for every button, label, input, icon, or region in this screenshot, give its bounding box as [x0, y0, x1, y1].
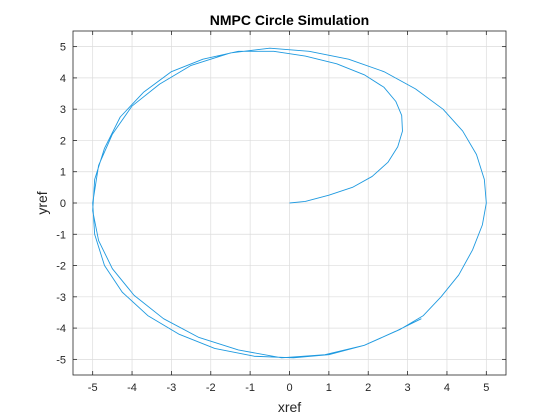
series-group: [92, 47, 487, 359]
x-tick-label: 4: [444, 382, 450, 394]
series-line: [92, 47, 487, 359]
x-tick-label: -5: [88, 382, 98, 394]
y-tick-label: -5: [56, 354, 66, 366]
x-tick-label: 5: [483, 382, 489, 394]
y-tick-label: -3: [56, 292, 66, 304]
x-tick-label: 3: [405, 382, 411, 394]
y-tick-label: -1: [56, 229, 66, 241]
y-tick-label: 1: [60, 167, 66, 179]
x-tick-label: -3: [167, 382, 177, 394]
x-tick-label: 0: [286, 382, 292, 394]
y-tick-label: -2: [56, 261, 66, 273]
x-tick-label: -4: [127, 382, 137, 394]
x-tick-label: 1: [326, 382, 332, 394]
y-tick-label: 3: [60, 104, 66, 116]
y-axis-label: yref: [34, 191, 50, 214]
y-tick-label: 5: [60, 42, 66, 54]
y-tick-label: 4: [60, 73, 66, 85]
ticks: -5 -4 -3 -2 -1 0 1 2 3 4 5 -5 -4 -3 -2 -1 0 1 2 3 4 5: [56, 31, 506, 394]
y-tick-label: 0: [60, 198, 66, 210]
chart-title: NMPC Circle Simulation: [210, 12, 369, 28]
x-axis-label: xref: [278, 399, 301, 415]
y-tick-label: 2: [60, 135, 66, 147]
y-tick-label: -4: [56, 323, 66, 335]
x-tick-label: -1: [245, 382, 255, 394]
x-tick-label: -2: [206, 382, 216, 394]
x-tick-label: 2: [365, 382, 371, 394]
